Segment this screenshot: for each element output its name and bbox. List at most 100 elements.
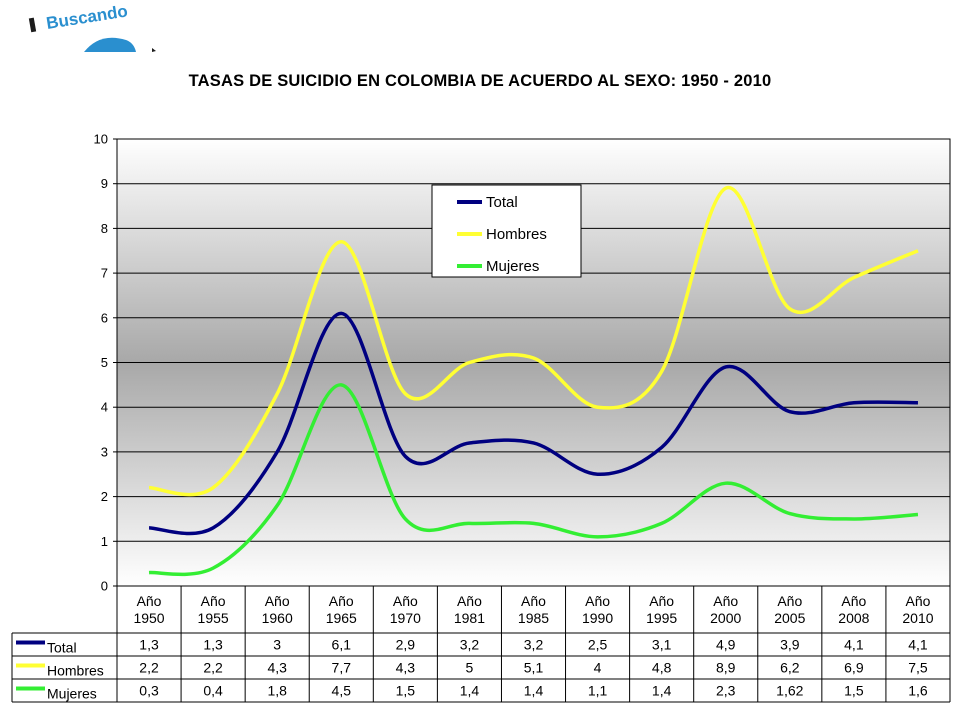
x-category-label: Año 1950 (133, 593, 164, 626)
x-category-label: Año 1990 (582, 593, 613, 626)
table-cell-value: 3,2 (524, 637, 544, 653)
table-cell-value: 1,1 (588, 683, 608, 699)
table-cell-value: 4,3 (267, 660, 287, 676)
x-category-label: Año 2010 (902, 593, 933, 626)
table-cell-value: 1,3 (139, 637, 159, 653)
x-category-line: Año (649, 593, 674, 609)
table-cell-value: 3 (273, 637, 281, 653)
table-cell-value: 2,3 (716, 683, 736, 699)
table-cell-value: 2,9 (396, 637, 416, 653)
x-category-line: Año (393, 593, 418, 609)
x-category-line: 2005 (774, 610, 805, 626)
x-category-label: Año 2005 (774, 593, 805, 626)
x-category-line: Año (201, 593, 226, 609)
x-category-label: Año 2008 (838, 593, 869, 626)
x-category-line: 2008 (838, 610, 869, 626)
table-cell-value: 4,1 (908, 637, 928, 653)
x-category-line: Año (713, 593, 738, 609)
x-category-line: 1985 (518, 610, 549, 626)
x-category-line: Año (521, 593, 546, 609)
x-category-line: 2000 (710, 610, 741, 626)
table-cell-value: 2,2 (139, 660, 159, 676)
legend: Total Hombres Mujeres (431, 184, 582, 278)
x-category-line: Año (906, 593, 931, 609)
table-cell-value: 5,1 (524, 660, 544, 676)
x-category-label: Año 1965 (326, 593, 357, 626)
table-cell-value: 1,3 (203, 637, 223, 653)
legend-label: Mujeres (486, 258, 539, 275)
y-tick-label: 8 (101, 221, 108, 236)
x-category-line: 1950 (133, 610, 164, 626)
x-category-label: Año 1981 (454, 593, 485, 626)
y-axis: 0 1 2 3 4 5 6 7 8 9 10 (94, 132, 117, 594)
x-category-line: Año (265, 593, 290, 609)
table-cell-value: 1,62 (776, 683, 803, 699)
x-category-line: 2010 (902, 610, 933, 626)
x-category-line: Año (457, 593, 482, 609)
y-tick-label: 6 (101, 310, 108, 325)
table-cell-value: 3,9 (780, 637, 800, 653)
table-cell-value: 3,2 (460, 637, 480, 653)
chart-title: TASAS DE SUICIDIO EN COLOMBIA DE ACUERDO… (188, 72, 772, 90)
table-cell-value: 4,1 (844, 637, 864, 653)
table-cell-value: 4,9 (716, 637, 736, 653)
table-cell-value: 5 (466, 660, 474, 676)
table-cell-value: 4,3 (396, 660, 416, 676)
table-cell-value: 6,1 (332, 637, 352, 653)
table-cell-value: 1,5 (396, 683, 416, 699)
x-category-label: Año 1960 (262, 593, 293, 626)
gridlines (116, 138, 951, 587)
x-category-line: 1960 (262, 610, 293, 626)
table-cell-value: 7,5 (908, 660, 928, 676)
table-cell-value: 1,5 (844, 683, 864, 699)
series-line-total (148, 311, 918, 536)
table-cell-value: 1,4 (652, 683, 672, 699)
x-category-line: 1955 (198, 610, 229, 626)
x-category-line: 1981 (454, 610, 485, 626)
x-category-label: Año 1985 (518, 593, 549, 626)
x-category-label: Año 2000 (710, 593, 741, 626)
y-tick-label: 5 (101, 355, 108, 370)
x-category-line: Año (777, 593, 802, 609)
table-cell-value: 2,5 (588, 637, 608, 653)
x-category-line: 1990 (582, 610, 613, 626)
table-cell-value: 4 (594, 660, 602, 676)
y-tick-label: 10 (94, 132, 108, 147)
y-tick-label: 3 (101, 444, 108, 459)
x-category-label: Año 1995 (646, 593, 677, 626)
series-line-hombres (148, 186, 919, 497)
brand-logo (22, 12, 172, 52)
table-cell-value: 8,9 (716, 660, 736, 676)
y-tick-label: 0 (101, 579, 108, 594)
table-cell-value: 0,4 (203, 683, 223, 699)
table-cell-value: 7,7 (332, 660, 352, 676)
table-cell-value: 4,8 (652, 660, 672, 676)
table-series-name: Hombres (47, 663, 104, 679)
x-category-label: Año 1970 (390, 593, 421, 626)
x-category-label: Año 1955 (198, 593, 229, 626)
table-cell-value: 6,2 (780, 660, 800, 676)
table-series-name: Mujeres (47, 686, 97, 702)
x-category-line: Año (841, 593, 866, 609)
legend-label: Total (486, 194, 518, 211)
table-cell-value: 2,2 (203, 660, 223, 676)
table-series-name: Total (47, 640, 77, 656)
x-category-line: 1965 (326, 610, 357, 626)
y-tick-label: 9 (101, 176, 108, 191)
table-cell-value: 6,9 (844, 660, 864, 676)
table-cell-value: 1,6 (908, 683, 928, 699)
series-lines (148, 186, 919, 577)
y-tick-label: 7 (101, 266, 108, 281)
legend-box (431, 184, 582, 278)
y-tick-label: 2 (101, 489, 108, 504)
series-line-mujeres (148, 383, 919, 577)
y-tick-label: 1 (101, 534, 108, 549)
table-cell-value: 0,3 (139, 683, 159, 699)
table-cell-value: 3,1 (652, 637, 672, 653)
x-category-line: Año (137, 593, 162, 609)
table-cell-value: 1,8 (267, 683, 287, 699)
legend-label: Hombres (486, 226, 547, 243)
y-tick-label: 4 (101, 400, 108, 415)
